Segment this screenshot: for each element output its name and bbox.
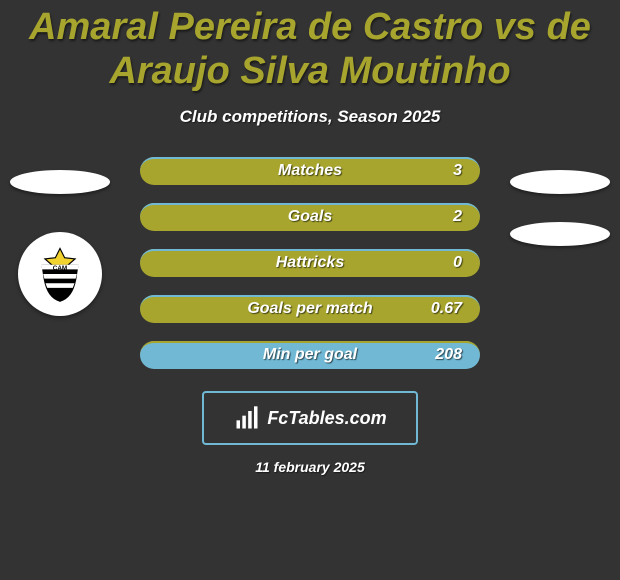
footer-date: 11 february 2025 — [0, 459, 620, 475]
stat-right-value: 0.67 — [431, 300, 462, 318]
comparison-subtitle: Club competitions, Season 2025 — [0, 107, 620, 127]
stat-row-matches: Matches 3 — [140, 157, 480, 185]
stat-right-value: 0 — [453, 254, 462, 272]
stat-label: Matches — [278, 162, 342, 180]
stat-right-value: 208 — [435, 346, 462, 364]
stat-bars: Matches 3 Goals 2 Hattricks 0 Goals per … — [140, 157, 480, 369]
stat-right-value: 2 — [453, 208, 462, 226]
stat-row-goals: Goals 2 — [140, 203, 480, 231]
stat-row-goals-per-match: Goals per match 0.67 — [140, 295, 480, 323]
stat-row-min-per-goal: Min per goal 208 — [140, 341, 480, 369]
stat-label: Hattricks — [276, 254, 344, 272]
stat-label: Min per goal — [263, 346, 357, 364]
stats-area: Matches 3 Goals 2 Hattricks 0 Goals per … — [0, 157, 620, 369]
stat-label: Goals per match — [247, 300, 372, 318]
comparison-title: Amaral Pereira de Castro vs de Araujo Si… — [0, 0, 620, 93]
stat-row-hattricks: Hattricks 0 — [140, 249, 480, 277]
bar-chart-icon — [233, 404, 261, 432]
stat-right-value: 3 — [453, 162, 462, 180]
stat-label: Goals — [288, 208, 332, 226]
footer-brand-text: FcTables.com — [267, 408, 386, 429]
footer-brand-box: FcTables.com — [202, 391, 418, 445]
